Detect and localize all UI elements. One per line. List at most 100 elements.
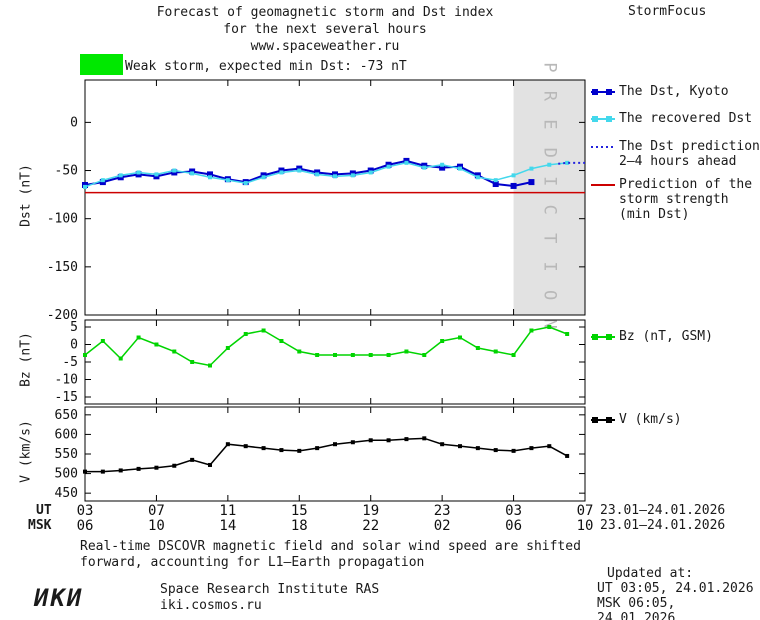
series-marker (404, 437, 409, 442)
series-marker (440, 442, 445, 447)
msk-hour-label: 22 (362, 518, 379, 534)
y-tick-label: -150 (47, 260, 78, 275)
iki-logo: ИКИ (34, 584, 84, 612)
y-tick-label: 600 (55, 427, 78, 442)
series-marker (243, 332, 248, 336)
series-marker (386, 353, 391, 357)
storm-level-swatch (80, 54, 123, 75)
series-marker (118, 173, 123, 178)
series-marker (315, 353, 320, 357)
series-marker (350, 353, 355, 357)
y-tick-label: 0 (70, 338, 78, 353)
series-marker (422, 165, 427, 170)
series-marker (422, 436, 427, 441)
msk-hour-label: 02 (434, 518, 451, 534)
series-marker (529, 166, 534, 171)
series-marker (458, 335, 462, 340)
title-line2: for the next several hours (223, 22, 427, 37)
series-marker (458, 444, 462, 449)
series-marker (225, 178, 230, 183)
series-marker (172, 463, 177, 468)
title-line3: www.spaceweather.ru (250, 39, 400, 54)
series-marker (493, 448, 498, 453)
series-marker (83, 184, 87, 189)
series-marker (297, 168, 302, 173)
series-marker (243, 444, 248, 449)
series-marker (136, 170, 141, 175)
series-marker (333, 442, 337, 447)
brand-stormfocus: StormFocus (628, 4, 707, 19)
series-marker (190, 360, 195, 364)
series-marker (350, 440, 355, 445)
series-marker (528, 179, 535, 186)
series-marker (154, 465, 159, 470)
ut-hour-label: 15 (291, 503, 308, 519)
series-marker (279, 339, 284, 343)
series-marker (118, 468, 123, 473)
series-marker (136, 466, 141, 471)
series-marker (243, 181, 248, 186)
series-marker (350, 173, 355, 178)
series-marker (261, 175, 266, 180)
msk-hour-label: 06 (77, 518, 94, 534)
series-marker (439, 164, 446, 171)
series-marker (225, 346, 230, 350)
series-line (85, 437, 568, 473)
series-marker (208, 363, 212, 368)
series-marker (279, 170, 284, 175)
series-marker (333, 353, 337, 357)
page-title: Forecast of geomagnetic storm and Dst in… (60, 4, 590, 55)
prediction-region-label: P R E D I C T I O N (539, 62, 559, 332)
ut-date-range: 23.01–24.01.2026 (600, 503, 726, 518)
ut-hour-label: 07 (577, 503, 594, 519)
y-tick-label: 450 (55, 486, 78, 501)
prediction-region (513, 80, 585, 315)
v-axis-label: V (km/s) (18, 420, 34, 483)
msk-hour-label: 18 (291, 518, 308, 534)
series-marker (565, 453, 570, 458)
msk-hour-label: 06 (505, 518, 522, 534)
series-marker (333, 174, 337, 179)
series-marker (225, 442, 230, 447)
y-tick-label: 550 (55, 447, 78, 462)
institute-website: iki.cosmos.ru (160, 598, 262, 613)
msk-row-label: MSK (28, 518, 52, 533)
series-marker (118, 356, 123, 361)
series-marker (172, 168, 177, 173)
ut-hour-label: 19 (362, 503, 379, 519)
series-marker (547, 325, 552, 329)
series-marker (565, 332, 570, 336)
updated-at-ut: UT 03:05, 24.01.2026 (597, 581, 754, 596)
series-marker (100, 469, 105, 474)
series-marker (475, 175, 480, 180)
series-marker (565, 160, 570, 165)
series-marker (100, 339, 105, 343)
series-marker (279, 448, 284, 453)
series-marker (404, 349, 409, 354)
series-marker (100, 178, 105, 183)
series-marker (492, 181, 499, 188)
series-marker (297, 349, 302, 354)
y-tick-label: -10 (55, 373, 78, 388)
series-marker (547, 162, 552, 167)
series-marker (493, 349, 498, 354)
series-marker (493, 178, 498, 183)
msk-hour-label: 14 (219, 518, 236, 534)
y-tick-label: -5 (62, 355, 78, 370)
series-marker (404, 160, 409, 165)
y-tick-label: 650 (55, 408, 78, 423)
series-marker (261, 328, 266, 333)
series-marker (136, 335, 141, 340)
series-marker (368, 438, 373, 443)
dst-axis-label: Dst (nT) (18, 164, 34, 227)
updated-at-msk: MSK 06:05, 24.01.2026 (597, 596, 676, 620)
footer-note-line2: forward, accounting for L1–Earth propaga… (80, 555, 425, 570)
y-tick-label: -15 (55, 390, 78, 405)
institute-name: Space Research Institute RAS (160, 582, 380, 597)
y-tick-label: 5 (70, 320, 78, 335)
ut-hour-label: 03 (77, 503, 94, 519)
series-marker (510, 182, 517, 189)
series-marker (208, 175, 212, 180)
series-marker (172, 349, 177, 354)
series-marker (315, 172, 320, 177)
